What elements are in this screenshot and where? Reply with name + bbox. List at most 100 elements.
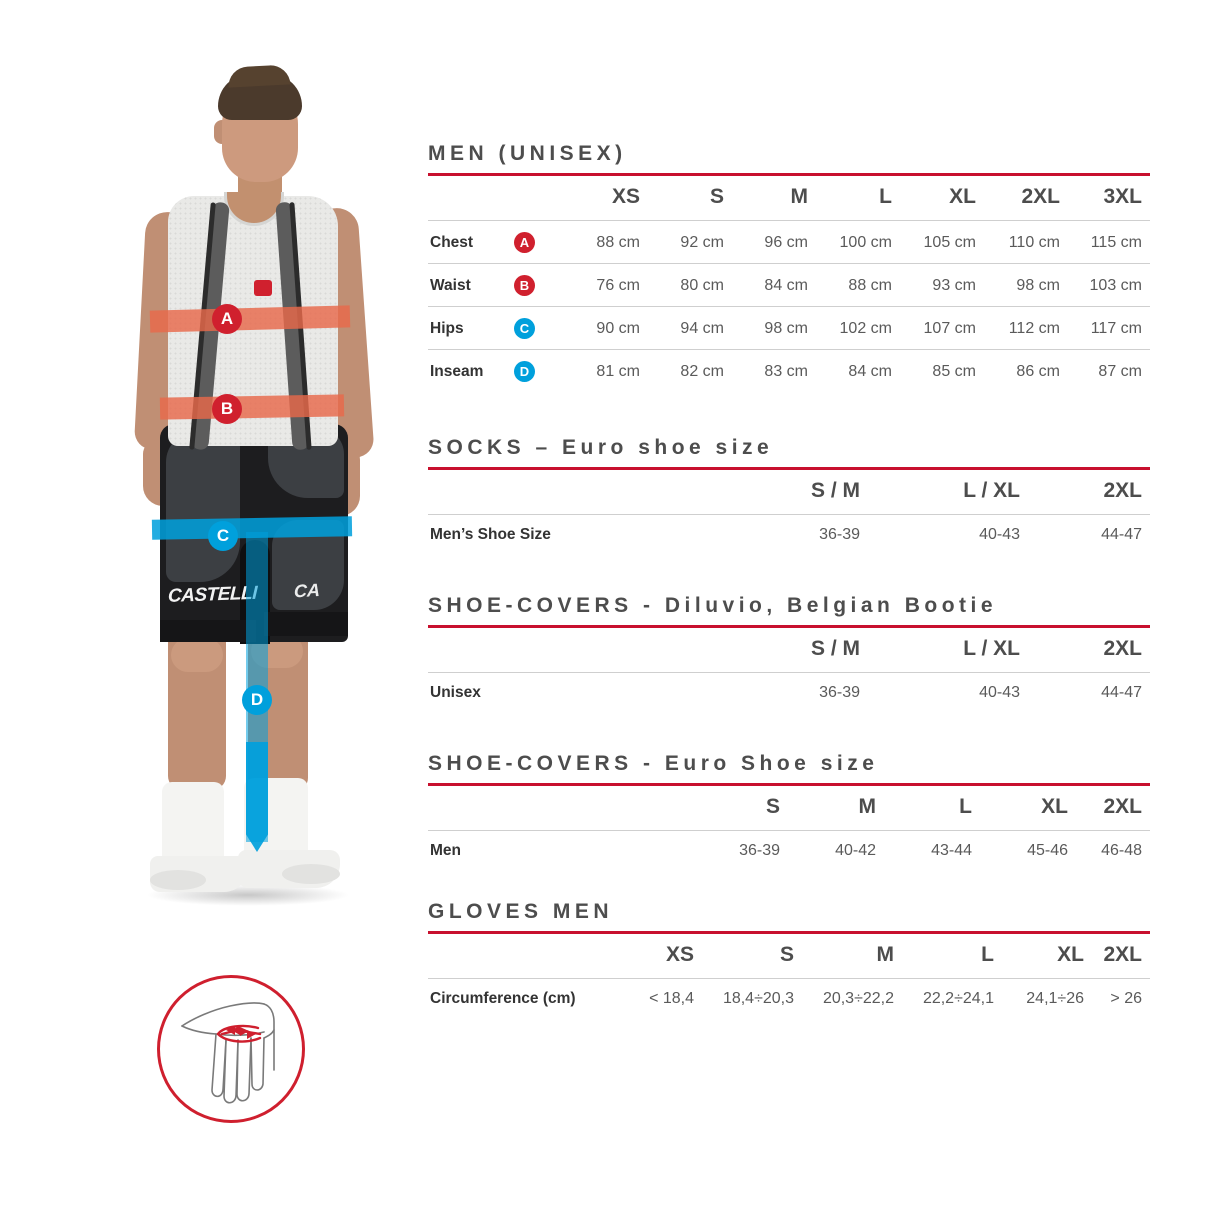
marker-b: B	[212, 394, 242, 424]
cell: 107 cm	[900, 306, 984, 350]
cell: 84 cm	[816, 349, 900, 392]
section-shoe-covers-diluvio: SHOE-COVERS - Diluvio, Belgian Bootie S …	[428, 594, 1150, 712]
cell: 98 cm	[732, 306, 816, 350]
row-label: Men	[428, 830, 690, 870]
inseam-measure-stripe-lower	[246, 742, 268, 852]
table-socks: S / M L / XL 2XL Men’s Shoe Size 36-39 4…	[428, 470, 1150, 554]
cell: 36-39	[708, 514, 868, 554]
section-rule	[428, 625, 1150, 628]
col-header: XL	[1057, 943, 1084, 966]
col-header: S	[709, 185, 724, 208]
header-spacer	[428, 934, 618, 979]
table-header-row: XS S M L XL 2XL 3XL	[428, 176, 1150, 221]
section-title-shoe-covers-diluvio: SHOE-COVERS - Diluvio, Belgian Bootie	[428, 594, 998, 617]
table-header-row: S / M L / XL 2XL	[428, 470, 1150, 515]
row-badge-cell: A	[514, 220, 564, 264]
cell: 86 cm	[984, 349, 1068, 392]
col-header: L	[981, 943, 994, 966]
table-men-unisex: XS S M L XL 2XL 3XL Chest A 88 cm 92 cm …	[428, 176, 1150, 392]
section-title-socks: SOCKS – Euro shoe size	[428, 436, 774, 459]
cell: 24,1÷26	[1002, 978, 1092, 1018]
cell: 22,2÷24,1	[902, 978, 1002, 1018]
cell: 87 cm	[1068, 349, 1150, 392]
col-header: 2XL	[1103, 795, 1142, 818]
badge-c: C	[514, 318, 535, 339]
table-row: Men’s Shoe Size 36-39 40-43 44-47	[428, 514, 1150, 554]
cell: 110 cm	[984, 220, 1068, 264]
col-header: L	[959, 795, 972, 818]
cell: 80 cm	[648, 263, 732, 307]
cell: 82 cm	[648, 349, 732, 392]
cell: 94 cm	[648, 306, 732, 350]
header-spacer	[428, 176, 514, 221]
header-spacer	[428, 628, 708, 673]
cell: 85 cm	[900, 349, 984, 392]
table-row: Men 36-39 40-42 43-44 45-46 46-48	[428, 830, 1150, 870]
col-header: XL	[949, 185, 976, 208]
badge-b: B	[514, 275, 535, 296]
section-rule	[428, 467, 1150, 470]
col-header: 3XL	[1103, 185, 1142, 208]
badge-a: A	[514, 232, 535, 253]
header-spacer	[428, 786, 690, 831]
castelli-scorpion-logo	[254, 280, 272, 296]
cell: 112 cm	[984, 306, 1068, 350]
section-title-gloves-men: GLOVES MEN	[428, 900, 614, 923]
col-header: XS	[665, 943, 694, 966]
shorts-hem-left	[160, 620, 256, 642]
table-shoe-covers-euro: S M L XL 2XL Men 36-39 40-42 43-44 45-46…	[428, 786, 1150, 870]
col-header: L / XL	[963, 479, 1020, 502]
row-label: Circumference (cm)	[428, 978, 618, 1018]
cell: 45-46	[980, 830, 1076, 870]
col-header: S	[765, 795, 780, 818]
marker-c: C	[208, 521, 238, 551]
table-gloves-men: XS S M L XL 2XL Circumference (cm) < 18,…	[428, 934, 1150, 1018]
row-badge-cell: B	[514, 263, 564, 307]
row-label: Chest	[428, 220, 514, 264]
table-row: Unisex 36-39 40-43 44-47	[428, 672, 1150, 712]
cell: 81 cm	[564, 349, 648, 392]
table-row: Hips C 90 cm 94 cm 98 cm 102 cm 107 cm 1…	[428, 306, 1150, 350]
cell: 43-44	[884, 830, 980, 870]
row-label: Inseam	[428, 349, 514, 392]
header-spacer	[428, 470, 708, 515]
hair	[218, 74, 302, 120]
section-socks: SOCKS – Euro shoe size S / M L / XL 2XL …	[428, 436, 1150, 554]
table-row: Waist B 76 cm 80 cm 84 cm 88 cm 93 cm 98…	[428, 263, 1150, 307]
cyclist-illustration: CASTELLI CA A B C D	[0, 0, 420, 960]
shorts-panel-left	[166, 432, 240, 582]
table-shoe-covers-diluvio: S / M L / XL 2XL Unisex 36-39 40-43 44-4…	[428, 628, 1150, 712]
hand-outline-icon	[181, 1002, 275, 1104]
cell: 103 cm	[1068, 263, 1150, 307]
shorts-brand-text-partial: CA	[293, 580, 321, 602]
col-header: L / XL	[963, 637, 1020, 660]
table-row: Chest A 88 cm 92 cm 96 cm 100 cm 105 cm …	[428, 220, 1150, 264]
table-row: Circumference (cm) < 18,4 18,4÷20,3 20,3…	[428, 978, 1150, 1018]
row-label: Unisex	[428, 672, 708, 712]
table-header-row: S / M L / XL 2XL	[428, 628, 1150, 673]
cell: 96 cm	[732, 220, 816, 264]
row-badge-cell: C	[514, 306, 564, 350]
cell: < 18,4	[618, 978, 702, 1018]
section-shoe-covers-euro: SHOE-COVERS - Euro Shoe size S M L XL 2X…	[428, 752, 1150, 870]
left-knee	[171, 638, 223, 672]
cell: 40-43	[868, 672, 1028, 712]
section-title-shoe-covers-euro: SHOE-COVERS - Euro Shoe size	[428, 752, 879, 775]
cell: 84 cm	[732, 263, 816, 307]
col-header: 2XL	[1103, 479, 1142, 502]
section-men-unisex: MEN (UNISEX) XS S M L XL 2XL 3XL Chest A…	[428, 142, 1150, 392]
cell: 36-39	[690, 830, 788, 870]
col-header: S / M	[810, 637, 860, 660]
cell: 88 cm	[564, 220, 648, 264]
col-header: S / M	[810, 479, 860, 502]
cell: 98 cm	[984, 263, 1068, 307]
col-header: XL	[1041, 795, 1068, 818]
row-label: Waist	[428, 263, 514, 307]
marker-d: D	[242, 685, 272, 715]
col-header: 2XL	[1021, 185, 1060, 208]
cell: 18,4÷20,3	[702, 978, 802, 1018]
cell: 76 cm	[564, 263, 648, 307]
waist-measure-band	[159, 394, 345, 420]
cell: 40-42	[788, 830, 884, 870]
cell: 44-47	[1028, 672, 1150, 712]
